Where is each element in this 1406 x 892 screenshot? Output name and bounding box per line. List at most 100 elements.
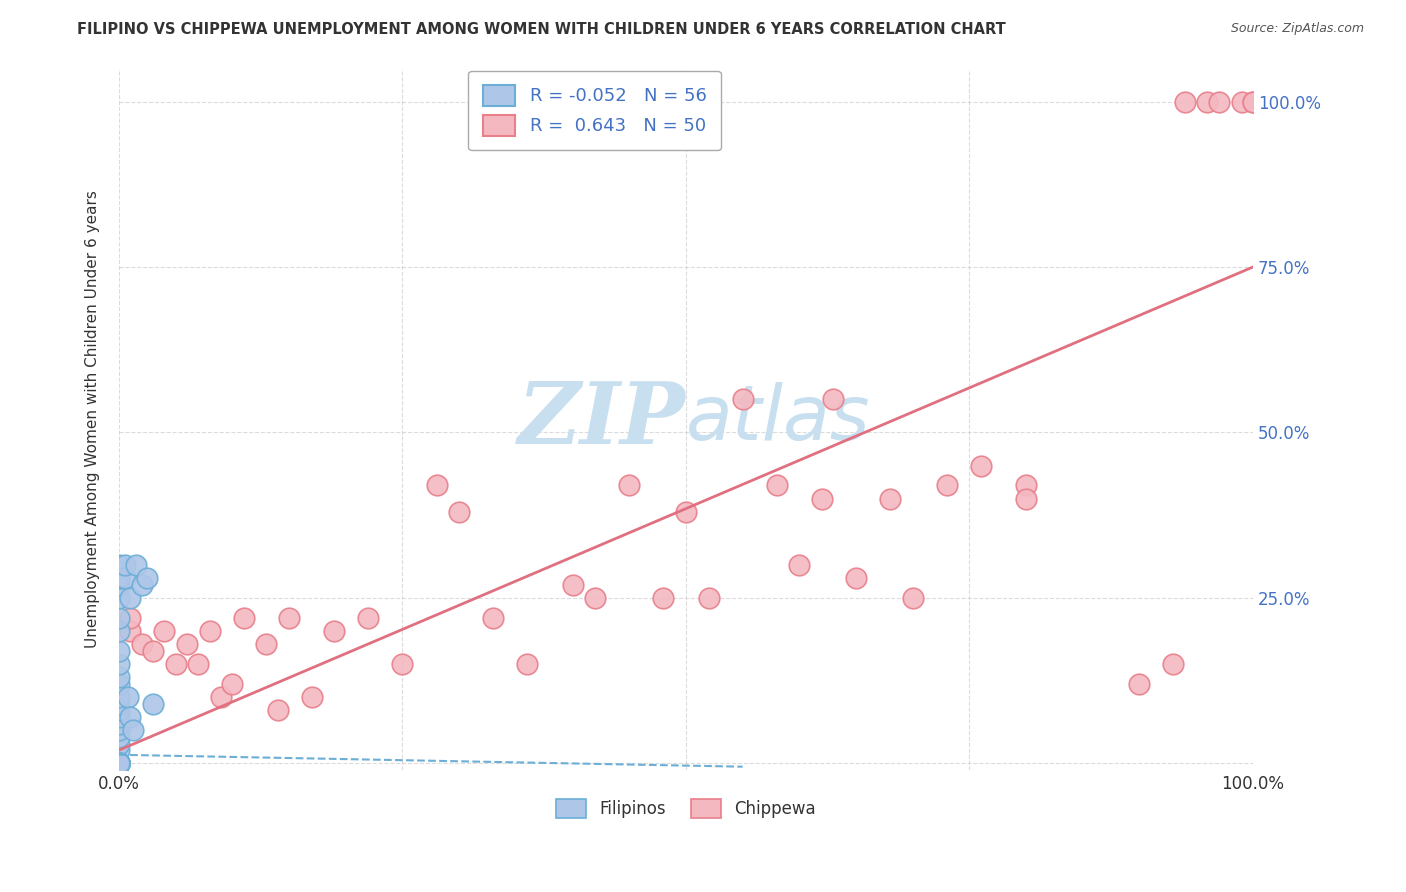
Point <box>108 756 131 771</box>
Point <box>425 478 447 492</box>
Point <box>108 670 131 684</box>
Point <box>108 756 131 771</box>
Point <box>789 558 811 572</box>
Point <box>142 697 165 711</box>
Point <box>256 637 278 651</box>
Point <box>198 624 221 638</box>
Point <box>136 571 159 585</box>
Point <box>108 756 131 771</box>
Point <box>323 624 346 638</box>
Point <box>731 392 754 407</box>
Point <box>879 491 901 506</box>
Point <box>108 577 131 591</box>
Point <box>1128 677 1150 691</box>
Point <box>278 611 301 625</box>
Point <box>120 624 142 638</box>
Point <box>114 558 136 572</box>
Point <box>108 737 131 751</box>
Point <box>120 710 142 724</box>
Point <box>108 756 131 771</box>
Point <box>117 690 139 705</box>
Point <box>619 478 641 492</box>
Point <box>482 611 505 625</box>
Point <box>142 644 165 658</box>
Text: ZIP: ZIP <box>517 377 686 461</box>
Point <box>583 591 606 605</box>
Point <box>108 756 131 771</box>
Point <box>187 657 209 672</box>
Point <box>516 657 538 672</box>
Point <box>108 677 131 691</box>
Point <box>108 756 131 771</box>
Text: FILIPINO VS CHIPPEWA UNEMPLOYMENT AMONG WOMEN WITH CHILDREN UNDER 6 YEARS CORREL: FILIPINO VS CHIPPEWA UNEMPLOYMENT AMONG … <box>77 22 1007 37</box>
Point <box>114 571 136 585</box>
Point <box>108 611 131 625</box>
Legend: Filipinos, Chippewa: Filipinos, Chippewa <box>550 792 823 825</box>
Point <box>108 756 131 771</box>
Text: atlas: atlas <box>686 383 870 457</box>
Point <box>357 611 380 625</box>
Point <box>675 505 697 519</box>
Point <box>108 756 131 771</box>
Point <box>108 703 131 717</box>
Point <box>1163 657 1185 672</box>
Point <box>108 657 131 672</box>
Point <box>1197 95 1219 109</box>
Point <box>232 611 254 625</box>
Point <box>697 591 720 605</box>
Point <box>391 657 413 672</box>
Point <box>108 756 131 771</box>
Point <box>120 611 142 625</box>
Point <box>108 690 131 705</box>
Point <box>108 756 131 771</box>
Point <box>108 756 131 771</box>
Point <box>221 677 243 691</box>
Y-axis label: Unemployment Among Women with Children Under 6 years: Unemployment Among Women with Children U… <box>86 190 100 648</box>
Point <box>108 624 131 638</box>
Point <box>970 458 993 473</box>
Point <box>108 756 131 771</box>
Point <box>1208 95 1230 109</box>
Point <box>1015 491 1038 506</box>
Point <box>153 624 176 638</box>
Point <box>301 690 323 705</box>
Point <box>765 478 787 492</box>
Point <box>108 756 131 771</box>
Point <box>108 591 131 605</box>
Point <box>1241 95 1264 109</box>
Point <box>449 505 471 519</box>
Point <box>108 710 131 724</box>
Point <box>935 478 957 492</box>
Point <box>125 558 148 572</box>
Point <box>131 637 153 651</box>
Point <box>108 756 131 771</box>
Point <box>108 756 131 771</box>
Point <box>120 591 142 605</box>
Point <box>1230 95 1253 109</box>
Point <box>108 756 131 771</box>
Point <box>108 756 131 771</box>
Point <box>108 756 131 771</box>
Point <box>1015 478 1038 492</box>
Point <box>108 756 131 771</box>
Point <box>108 756 131 771</box>
Point <box>108 697 131 711</box>
Point <box>845 571 868 585</box>
Point <box>1174 95 1197 109</box>
Point <box>108 571 131 585</box>
Point <box>108 571 131 585</box>
Point <box>108 756 131 771</box>
Point <box>209 690 232 705</box>
Point <box>108 558 131 572</box>
Point <box>108 756 131 771</box>
Point <box>108 644 131 658</box>
Point <box>108 756 131 771</box>
Point <box>131 577 153 591</box>
Point <box>108 723 131 738</box>
Text: Source: ZipAtlas.com: Source: ZipAtlas.com <box>1230 22 1364 36</box>
Point <box>811 491 834 506</box>
Point <box>108 730 131 744</box>
Point <box>652 591 675 605</box>
Point <box>901 591 924 605</box>
Point <box>108 756 131 771</box>
